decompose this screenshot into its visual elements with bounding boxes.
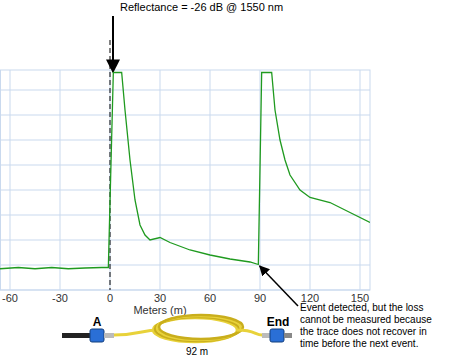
y-grid-line — [0, 140, 370, 141]
x-tick-label: 30 — [154, 292, 166, 304]
connector-end — [270, 329, 284, 342]
x-grid-line — [360, 70, 361, 290]
reflectance-arrow — [112, 16, 114, 72]
event-annotation: cannot be measured because — [300, 314, 432, 325]
y-grid-line — [0, 115, 370, 116]
x-tick-label: 90 — [254, 292, 266, 304]
x-tick-label: -60 — [2, 292, 18, 304]
y-grid-line — [0, 215, 370, 216]
otdr-trace — [0, 73, 370, 269]
event-annotation: time before the next event. — [300, 338, 418, 349]
fiber-diagram: A End 92 m — [62, 315, 292, 357]
event-arrow — [260, 266, 298, 306]
plot-frame — [1, 70, 371, 290]
start-label: A — [93, 315, 102, 329]
x-grid-line — [160, 70, 161, 290]
connector-a-boot — [62, 333, 92, 338]
end-label: End — [267, 315, 290, 329]
y-grid-line — [0, 265, 370, 266]
length-label: 92 m — [186, 346, 208, 357]
chart: -60-300306090120150Meters (m)Reflectance… — [0, 0, 472, 361]
x-grid-line — [10, 70, 11, 290]
y-grid-line — [0, 240, 370, 241]
reflectance-annotation: Reflectance = -26 dB @ 1550 nm — [120, 1, 283, 13]
y-grid-line — [0, 190, 370, 191]
series-group — [0, 73, 370, 269]
y-grid-line — [0, 165, 370, 166]
x-tick-label: -30 — [52, 292, 68, 304]
connector-a-ferrule — [104, 333, 114, 338]
x-tick-label: 60 — [204, 292, 216, 304]
x-axis-title: Meters (m) — [133, 304, 186, 316]
x-grid-line — [210, 70, 211, 290]
y-grid-line — [0, 90, 370, 91]
event-annotation: the trace does not recover in — [300, 326, 427, 337]
x-tick-label: 0 — [107, 292, 113, 304]
connector-end-boot — [284, 333, 292, 338]
connector-a — [90, 329, 104, 342]
connector-end-ferrule — [262, 333, 270, 338]
event-annotation: Event detected, but the loss — [300, 302, 423, 313]
x-grid-line — [60, 70, 61, 290]
fiber-coil — [159, 315, 243, 339]
x-grid-line — [310, 70, 311, 290]
fiber-lead-end — [237, 330, 262, 335]
